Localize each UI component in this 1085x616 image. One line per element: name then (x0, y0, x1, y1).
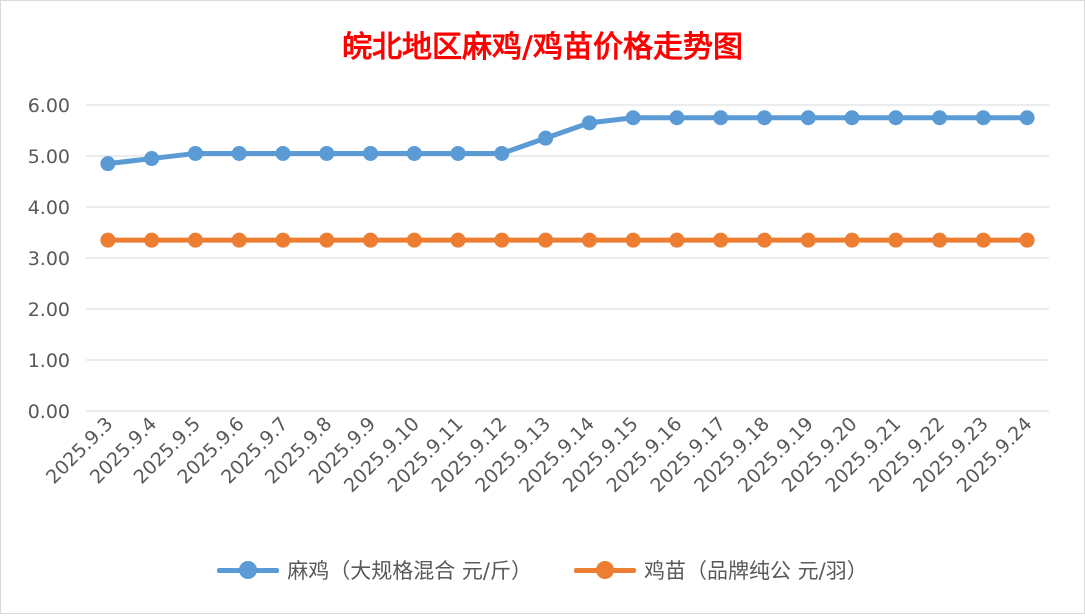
data-point-series-0 (538, 130, 554, 146)
data-point-series-0 (581, 115, 597, 131)
data-point-series-1 (975, 232, 991, 248)
data-point-series-0 (231, 145, 247, 161)
legend-label-broiler: 麻鸡（大规格混合 元/斤） (287, 559, 532, 583)
data-point-series-0 (1019, 110, 1035, 126)
legend: 麻鸡（大规格混合 元/斤） 鸡苗（品牌纯公 元/羽） (0, 555, 1085, 585)
data-point-series-1 (844, 232, 860, 248)
data-point-series-0 (669, 110, 685, 126)
data-point-series-1 (800, 232, 816, 248)
data-point-series-1 (363, 232, 379, 248)
data-point-series-0 (406, 145, 422, 161)
data-point-series-1 (494, 232, 510, 248)
y-tick-label: 6.00 (28, 95, 70, 117)
data-point-series-1 (581, 232, 597, 248)
legend-label-chick: 鸡苗（品牌纯公 元/羽） (644, 559, 868, 583)
data-point-series-0 (187, 145, 203, 161)
y-tick-label: 5.00 (28, 146, 70, 168)
data-point-series-1 (275, 232, 291, 248)
data-point-series-0 (494, 145, 510, 161)
legend-item-chick: 鸡苗（品牌纯公 元/羽） (574, 555, 868, 585)
chart-title: 皖北地区麻鸡/鸡苗价格走势图 (342, 30, 743, 65)
data-point-series-0 (932, 110, 948, 126)
data-point-series-1 (888, 232, 904, 248)
data-point-series-1 (231, 232, 247, 248)
data-point-series-1 (713, 232, 729, 248)
data-point-series-1 (100, 232, 116, 248)
data-point-series-1 (406, 232, 422, 248)
data-point-series-0 (363, 145, 379, 161)
y-tick-label: 3.00 (28, 248, 70, 270)
data-point-series-0 (275, 145, 291, 161)
data-point-series-1 (625, 232, 641, 248)
data-point-series-1 (756, 232, 772, 248)
y-tick-label: 0.00 (28, 401, 70, 423)
data-point-series-1 (538, 232, 554, 248)
data-point-series-0 (100, 156, 116, 172)
y-tick-label: 2.00 (28, 299, 70, 321)
legend-swatch-broiler (217, 560, 280, 580)
data-point-series-0 (625, 110, 641, 126)
data-point-series-1 (932, 232, 948, 248)
data-point-series-1 (187, 232, 203, 248)
legend-swatch-chick (574, 560, 636, 580)
data-point-series-0 (450, 145, 466, 161)
data-point-series-0 (975, 110, 991, 126)
data-point-series-0 (844, 110, 860, 126)
data-point-series-0 (756, 110, 772, 126)
legend-item-broiler: 麻鸡（大规格混合 元/斤） (217, 555, 532, 585)
data-point-series-0 (144, 151, 160, 167)
data-point-series-0 (888, 110, 904, 126)
data-point-series-1 (669, 232, 685, 248)
data-point-series-1 (450, 232, 466, 248)
data-point-series-0 (713, 110, 729, 126)
y-tick-label: 1.00 (28, 350, 70, 372)
data-point-series-1 (319, 232, 335, 248)
data-point-series-0 (319, 145, 335, 161)
data-point-series-0 (800, 110, 816, 126)
data-point-series-1 (1019, 232, 1035, 248)
series-line-0 (105, 115, 1030, 167)
data-point-series-1 (144, 232, 160, 248)
y-tick-label: 4.00 (28, 197, 70, 219)
